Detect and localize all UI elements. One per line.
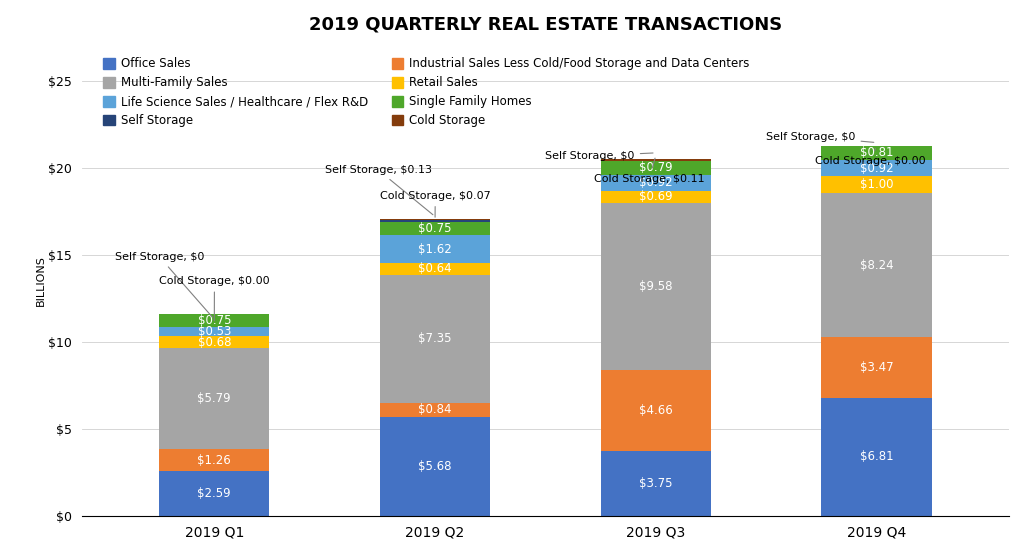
Bar <box>159 327 269 336</box>
Bar <box>601 161 711 175</box>
Text: $0.75: $0.75 <box>418 222 452 235</box>
Text: $3.47: $3.47 <box>860 361 893 374</box>
Bar <box>380 222 490 235</box>
Text: Cold Storage, $0.11: Cold Storage, $0.11 <box>594 158 705 184</box>
Bar <box>821 146 932 160</box>
Bar <box>159 336 269 348</box>
Text: $0.75: $0.75 <box>198 314 231 327</box>
Bar <box>821 397 932 516</box>
Text: $4.66: $4.66 <box>639 404 673 417</box>
Bar <box>601 451 711 516</box>
Text: $0.84: $0.84 <box>418 403 452 416</box>
Bar <box>380 235 490 264</box>
Text: $0.64: $0.64 <box>418 263 452 275</box>
Bar <box>380 264 490 275</box>
Bar <box>601 159 711 161</box>
Bar <box>601 191 711 203</box>
Text: $0.68: $0.68 <box>198 336 231 349</box>
Text: $6.81: $6.81 <box>860 451 893 463</box>
Text: $0.79: $0.79 <box>639 162 673 174</box>
Bar <box>821 160 932 176</box>
Bar <box>601 175 711 191</box>
Bar <box>380 402 490 417</box>
Legend: Office Sales, Multi-Family Sales, Life Science Sales / Healthcare / Flex R&D, Se: Office Sales, Multi-Family Sales, Life S… <box>97 52 756 133</box>
Text: $7.35: $7.35 <box>418 332 452 345</box>
Text: Cold Storage, $0.00: Cold Storage, $0.00 <box>159 276 269 321</box>
Text: Self Storage, $0: Self Storage, $0 <box>766 132 873 142</box>
Text: Self Storage, $0.13: Self Storage, $0.13 <box>325 165 433 215</box>
Text: $0.69: $0.69 <box>639 190 673 203</box>
Bar <box>380 417 490 516</box>
Text: Cold Storage, $0.07: Cold Storage, $0.07 <box>380 191 490 217</box>
Bar <box>159 471 269 516</box>
Text: $0.92: $0.92 <box>639 176 673 189</box>
Bar <box>601 370 711 451</box>
Text: $9.58: $9.58 <box>639 280 673 292</box>
Text: $1.62: $1.62 <box>418 243 452 256</box>
Text: $5.68: $5.68 <box>418 460 452 473</box>
Text: $0.92: $0.92 <box>860 162 893 174</box>
Bar <box>159 449 269 471</box>
Text: $0.53: $0.53 <box>198 325 231 339</box>
Bar <box>821 337 932 397</box>
Text: $8.24: $8.24 <box>860 259 893 272</box>
Bar <box>380 219 490 220</box>
Bar <box>159 314 269 327</box>
Bar <box>159 348 269 449</box>
Y-axis label: BILLIONS: BILLIONS <box>36 255 45 306</box>
Text: $2.59: $2.59 <box>198 487 231 500</box>
Text: Cold Storage, $0.00: Cold Storage, $0.00 <box>815 149 926 166</box>
Text: $3.75: $3.75 <box>639 477 673 490</box>
Text: $1.00: $1.00 <box>860 178 893 191</box>
Bar <box>821 194 932 337</box>
Bar <box>380 275 490 402</box>
Text: Self Storage, $0: Self Storage, $0 <box>115 252 212 317</box>
Bar <box>821 176 932 194</box>
Text: $1.26: $1.26 <box>198 453 231 467</box>
Bar <box>601 203 711 370</box>
Text: Self Storage, $0: Self Storage, $0 <box>546 151 653 161</box>
Title: 2019 QUARTERLY REAL ESTATE TRANSACTIONS: 2019 QUARTERLY REAL ESTATE TRANSACTIONS <box>309 15 782 33</box>
Text: $5.79: $5.79 <box>198 392 231 405</box>
Text: $0.81: $0.81 <box>860 147 893 159</box>
Bar <box>380 220 490 222</box>
